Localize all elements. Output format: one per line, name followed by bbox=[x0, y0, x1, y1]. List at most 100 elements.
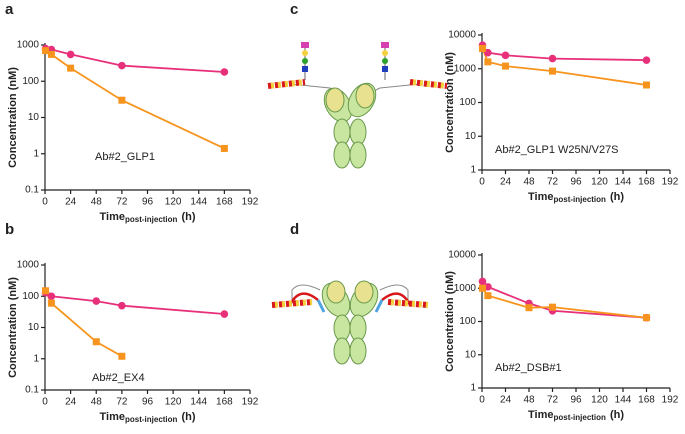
x-tick-label: 48 bbox=[523, 177, 535, 188]
y-tick-label: 1 bbox=[470, 165, 476, 176]
x-tick-label: 144 bbox=[615, 395, 632, 406]
y-tick-label: 100 bbox=[459, 316, 476, 327]
marker bbox=[478, 284, 486, 292]
x-tick-label: 72 bbox=[547, 395, 559, 406]
y-tick-label: 1 bbox=[33, 353, 39, 364]
x-tick-label: 24 bbox=[500, 395, 512, 406]
y-tick-label: 10 bbox=[28, 112, 40, 123]
x-tick-label: 168 bbox=[216, 397, 233, 408]
marker bbox=[548, 54, 557, 63]
x-axis-label-unit: (h) bbox=[610, 409, 624, 421]
series-line bbox=[45, 291, 225, 315]
marker bbox=[42, 287, 50, 295]
panel-label: b bbox=[5, 221, 14, 238]
x-tick-label: 24 bbox=[65, 197, 77, 208]
x-tick-label: 72 bbox=[547, 177, 559, 188]
series-line bbox=[481, 287, 647, 319]
x-axis-label-unit: (h) bbox=[181, 411, 195, 423]
x-axis-label-unit: (h) bbox=[181, 211, 195, 223]
x-tick-label: 120 bbox=[591, 177, 608, 188]
marker bbox=[47, 299, 55, 307]
marker bbox=[220, 310, 229, 318]
marker bbox=[643, 81, 650, 89]
y-tick-label: 1000 bbox=[454, 63, 477, 74]
marker bbox=[525, 304, 533, 312]
marker bbox=[92, 338, 100, 346]
x-axis-label-main: Time bbox=[100, 411, 125, 423]
y-tick-label: 10 bbox=[465, 131, 477, 142]
marker bbox=[501, 51, 510, 60]
y-tick-label: 1 bbox=[470, 383, 476, 394]
y-axis-label: Concentration (nM) bbox=[444, 271, 456, 372]
y-tick-label: 1000 bbox=[17, 40, 40, 51]
x-tick-label: 24 bbox=[500, 177, 512, 188]
marker bbox=[642, 56, 651, 64]
y-tick-label: 10000 bbox=[448, 250, 476, 261]
x-tick-label: 168 bbox=[216, 197, 233, 208]
x-axis-label: Timepost-injection (h) bbox=[528, 191, 624, 204]
x-tick-label: 96 bbox=[142, 397, 154, 408]
marker bbox=[67, 64, 75, 72]
marker bbox=[118, 301, 126, 310]
x-tick-label: 48 bbox=[91, 397, 103, 408]
x-tick-label: 48 bbox=[91, 197, 103, 208]
x-tick-label: 192 bbox=[242, 397, 259, 408]
y-tick-label: 10 bbox=[465, 349, 477, 360]
x-tick-label: 96 bbox=[142, 197, 154, 208]
x-axis-label-sub: post-injection bbox=[125, 415, 178, 424]
annotation: Ab#2_EX4 bbox=[92, 372, 145, 384]
marker bbox=[47, 50, 55, 58]
marker bbox=[220, 68, 229, 76]
marker bbox=[220, 144, 228, 152]
y-tick-label: 0.1 bbox=[25, 385, 39, 396]
x-tick-label: 0 bbox=[479, 395, 485, 406]
y-tick-label: 100 bbox=[22, 291, 39, 302]
x-axis-label-sub: post-injection bbox=[553, 195, 606, 204]
y-tick-label: 10000 bbox=[448, 30, 476, 41]
antibody-diagram-glyco bbox=[267, 42, 448, 169]
x-tick-label: 96 bbox=[570, 177, 582, 188]
marker bbox=[47, 292, 56, 301]
y-tick-label: 100 bbox=[459, 97, 476, 108]
y-tick-label: 1000 bbox=[454, 283, 477, 294]
x-axis-label: Timepost-injection (h) bbox=[100, 211, 196, 224]
x-tick-label: 48 bbox=[523, 395, 535, 406]
marker bbox=[478, 44, 486, 52]
x-tick-label: 0 bbox=[42, 397, 48, 408]
marker bbox=[643, 314, 650, 322]
x-axis-label-main: Time bbox=[100, 211, 125, 223]
x-axis-label-sub: post-injection bbox=[553, 413, 606, 422]
annotation: Ab#2_DSB#1 bbox=[495, 362, 562, 374]
x-tick-label: 120 bbox=[591, 395, 608, 406]
marker bbox=[118, 61, 126, 70]
y-tick-label: 0.1 bbox=[25, 185, 39, 196]
x-tick-label: 144 bbox=[615, 177, 632, 188]
x-axis-label-main: Time bbox=[528, 409, 553, 421]
x-tick-label: 192 bbox=[662, 395, 679, 406]
annotation: Ab#2_GLP1 W25N/V27S bbox=[495, 144, 619, 156]
marker bbox=[549, 303, 556, 311]
series-line bbox=[481, 280, 647, 319]
x-axis-label: Timepost-injection (h) bbox=[100, 411, 196, 424]
marker bbox=[42, 47, 50, 55]
marker bbox=[484, 292, 492, 300]
y-tick-label: 100 bbox=[22, 76, 39, 87]
x-tick-label: 72 bbox=[116, 397, 128, 408]
marker bbox=[478, 277, 487, 286]
marker bbox=[549, 67, 556, 75]
marker bbox=[502, 62, 509, 70]
x-tick-label: 96 bbox=[570, 395, 582, 406]
x-axis-label-sub: post-injection bbox=[125, 215, 178, 224]
x-tick-label: 24 bbox=[65, 397, 77, 408]
marker bbox=[92, 297, 101, 305]
y-axis-label: Concentration (nM) bbox=[7, 67, 19, 168]
x-tick-label: 144 bbox=[190, 397, 207, 408]
x-tick-label: 168 bbox=[638, 395, 655, 406]
panel-label: a bbox=[5, 1, 14, 18]
x-tick-label: 0 bbox=[479, 177, 485, 188]
x-tick-label: 168 bbox=[638, 177, 655, 188]
x-tick-label: 120 bbox=[165, 197, 182, 208]
marker bbox=[118, 352, 126, 360]
y-axis-label: Concentration (nM) bbox=[7, 277, 19, 378]
